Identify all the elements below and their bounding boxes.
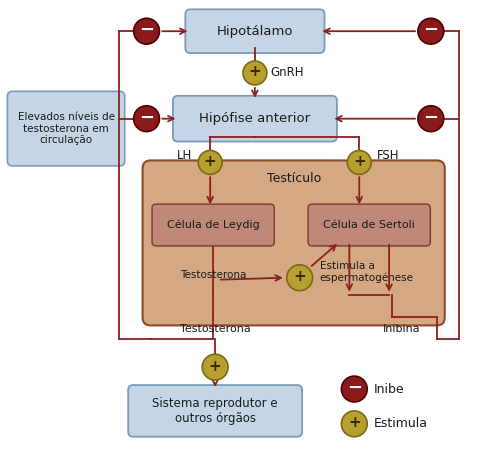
- Text: Célula de Leydig: Célula de Leydig: [167, 220, 260, 230]
- Text: −: −: [139, 21, 154, 39]
- Text: Hipófise anterior: Hipófise anterior: [199, 112, 310, 125]
- Circle shape: [243, 61, 267, 85]
- Text: Inibe: Inibe: [374, 382, 405, 396]
- Text: −: −: [423, 21, 438, 39]
- Text: LH: LH: [177, 149, 192, 162]
- Text: Elevados níveis de
testosterona em
circulação: Elevados níveis de testosterona em circu…: [18, 112, 114, 145]
- Text: +: +: [293, 269, 306, 284]
- Circle shape: [347, 151, 371, 174]
- Text: Sistema reprodutor e
outros órgãos: Sistema reprodutor e outros órgãos: [152, 397, 278, 425]
- FancyBboxPatch shape: [152, 204, 274, 246]
- Text: Estimula: Estimula: [374, 417, 428, 431]
- Text: +: +: [348, 415, 361, 431]
- Text: +: +: [353, 154, 365, 169]
- Text: Testosterona: Testosterona: [180, 270, 246, 280]
- Circle shape: [418, 18, 444, 44]
- Text: GnRH: GnRH: [271, 67, 304, 79]
- Text: +: +: [249, 64, 261, 79]
- Text: −: −: [347, 379, 362, 397]
- Circle shape: [418, 106, 444, 132]
- Text: −: −: [423, 109, 438, 127]
- Text: FSH: FSH: [377, 149, 399, 162]
- Text: Inibina: Inibina: [383, 325, 421, 335]
- Circle shape: [198, 151, 222, 174]
- FancyBboxPatch shape: [185, 9, 324, 53]
- FancyBboxPatch shape: [308, 204, 430, 246]
- Text: Estimula a
espermatogénese: Estimula a espermatogénese: [319, 261, 413, 283]
- FancyBboxPatch shape: [7, 91, 125, 166]
- Circle shape: [202, 354, 228, 380]
- Text: Testosterona: Testosterona: [180, 325, 251, 335]
- FancyBboxPatch shape: [173, 96, 337, 141]
- Circle shape: [342, 411, 367, 437]
- Text: Célula de Sertoli: Célula de Sertoli: [323, 220, 415, 230]
- FancyBboxPatch shape: [128, 385, 302, 437]
- Circle shape: [287, 265, 313, 291]
- Text: Testículo: Testículo: [266, 172, 321, 185]
- Text: Hipotálamo: Hipotálamo: [217, 25, 293, 38]
- Text: −: −: [139, 109, 154, 127]
- FancyBboxPatch shape: [143, 161, 445, 325]
- Text: +: +: [209, 358, 221, 374]
- Circle shape: [134, 106, 160, 132]
- Circle shape: [342, 376, 367, 402]
- Circle shape: [134, 18, 160, 44]
- Text: +: +: [204, 154, 217, 169]
